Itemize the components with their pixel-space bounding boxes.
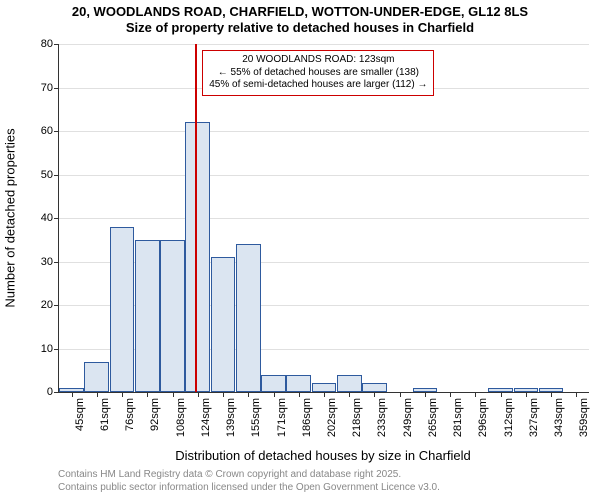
- annotation-line: 20 WOODLANDS ROAD: 123sqm: [209, 54, 427, 67]
- xtick-mark: [324, 392, 325, 397]
- bar: [261, 375, 286, 392]
- xtick-label: 171sqm: [276, 398, 288, 448]
- xtick-label: 76sqm: [124, 398, 136, 448]
- ytick-label: 70: [41, 82, 59, 94]
- xtick-label: 312sqm: [503, 398, 515, 448]
- chart-container: 20, WOODLANDS ROAD, CHARFIELD, WOTTON-UN…: [0, 0, 600, 500]
- annotation-line: 45% of semi-detached houses are larger (…: [209, 79, 427, 92]
- bar: [236, 244, 261, 392]
- xtick-label: 265sqm: [427, 398, 439, 448]
- footer-attribution: Contains HM Land Registry data © Crown c…: [58, 468, 440, 494]
- xtick-mark: [501, 392, 502, 397]
- footer-line-1: Contains HM Land Registry data © Crown c…: [58, 468, 440, 481]
- bar: [185, 122, 210, 392]
- ytick-label: 40: [41, 212, 59, 224]
- ytick-label: 20: [41, 299, 59, 311]
- xtick-mark: [551, 392, 552, 397]
- ytick-label: 60: [41, 125, 59, 137]
- xtick-mark: [400, 392, 401, 397]
- y-axis-label: Number of detached properties: [3, 128, 18, 307]
- xtick-label: 155sqm: [250, 398, 262, 448]
- xtick-label: 343sqm: [553, 398, 565, 448]
- xtick-mark: [72, 392, 73, 397]
- ytick-label: 80: [41, 38, 59, 50]
- ytick-label: 30: [41, 256, 59, 268]
- xtick-label: 233sqm: [376, 398, 388, 448]
- xtick-label: 45sqm: [74, 398, 86, 448]
- gridline: [59, 131, 589, 132]
- plot-area: 0102030405060708045sqm61sqm76sqm92sqm108…: [58, 44, 589, 393]
- xtick-mark: [475, 392, 476, 397]
- xtick-label: 281sqm: [452, 398, 464, 448]
- xtick-mark: [576, 392, 577, 397]
- bar: [110, 227, 135, 392]
- xtick-mark: [122, 392, 123, 397]
- chart-title: 20, WOODLANDS ROAD, CHARFIELD, WOTTON-UN…: [0, 4, 600, 20]
- bar: [160, 240, 185, 392]
- xtick-label: 139sqm: [225, 398, 237, 448]
- xtick-mark: [299, 392, 300, 397]
- xtick-mark: [147, 392, 148, 397]
- bar: [362, 383, 387, 392]
- annotation-line: ← 55% of detached houses are smaller (13…: [209, 67, 427, 80]
- xtick-mark: [450, 392, 451, 397]
- xtick-mark: [223, 392, 224, 397]
- xtick-mark: [198, 392, 199, 397]
- xtick-label: 186sqm: [301, 398, 313, 448]
- xtick-label: 202sqm: [326, 398, 338, 448]
- xtick-label: 61sqm: [99, 398, 111, 448]
- bar: [337, 375, 362, 392]
- gridline: [59, 218, 589, 219]
- xtick-mark: [173, 392, 174, 397]
- xtick-mark: [425, 392, 426, 397]
- xtick-label: 296sqm: [477, 398, 489, 448]
- xtick-label: 218sqm: [351, 398, 363, 448]
- bar: [312, 383, 337, 392]
- footer-line-2: Contains public sector information licen…: [58, 481, 440, 494]
- xtick-label: 108sqm: [175, 398, 187, 448]
- ytick-label: 50: [41, 169, 59, 181]
- bar: [286, 375, 311, 392]
- xtick-mark: [274, 392, 275, 397]
- bar: [84, 362, 109, 392]
- xtick-mark: [248, 392, 249, 397]
- bar: [211, 257, 236, 392]
- bar: [135, 240, 160, 392]
- reference-line: [195, 44, 197, 392]
- xtick-label: 249sqm: [402, 398, 414, 448]
- ytick-label: 10: [41, 343, 59, 355]
- xtick-mark: [97, 392, 98, 397]
- xtick-mark: [374, 392, 375, 397]
- xtick-mark: [349, 392, 350, 397]
- xtick-label: 327sqm: [528, 398, 540, 448]
- x-axis-label: Distribution of detached houses by size …: [58, 448, 588, 463]
- xtick-mark: [526, 392, 527, 397]
- chart-subtitle: Size of property relative to detached ho…: [0, 20, 600, 36]
- xtick-label: 92sqm: [149, 398, 161, 448]
- xtick-label: 124sqm: [200, 398, 212, 448]
- gridline: [59, 175, 589, 176]
- gridline: [59, 44, 589, 45]
- ytick-label: 0: [47, 386, 59, 398]
- annotation-box: 20 WOODLANDS ROAD: 123sqm← 55% of detach…: [202, 50, 434, 96]
- xtick-label: 359sqm: [578, 398, 590, 448]
